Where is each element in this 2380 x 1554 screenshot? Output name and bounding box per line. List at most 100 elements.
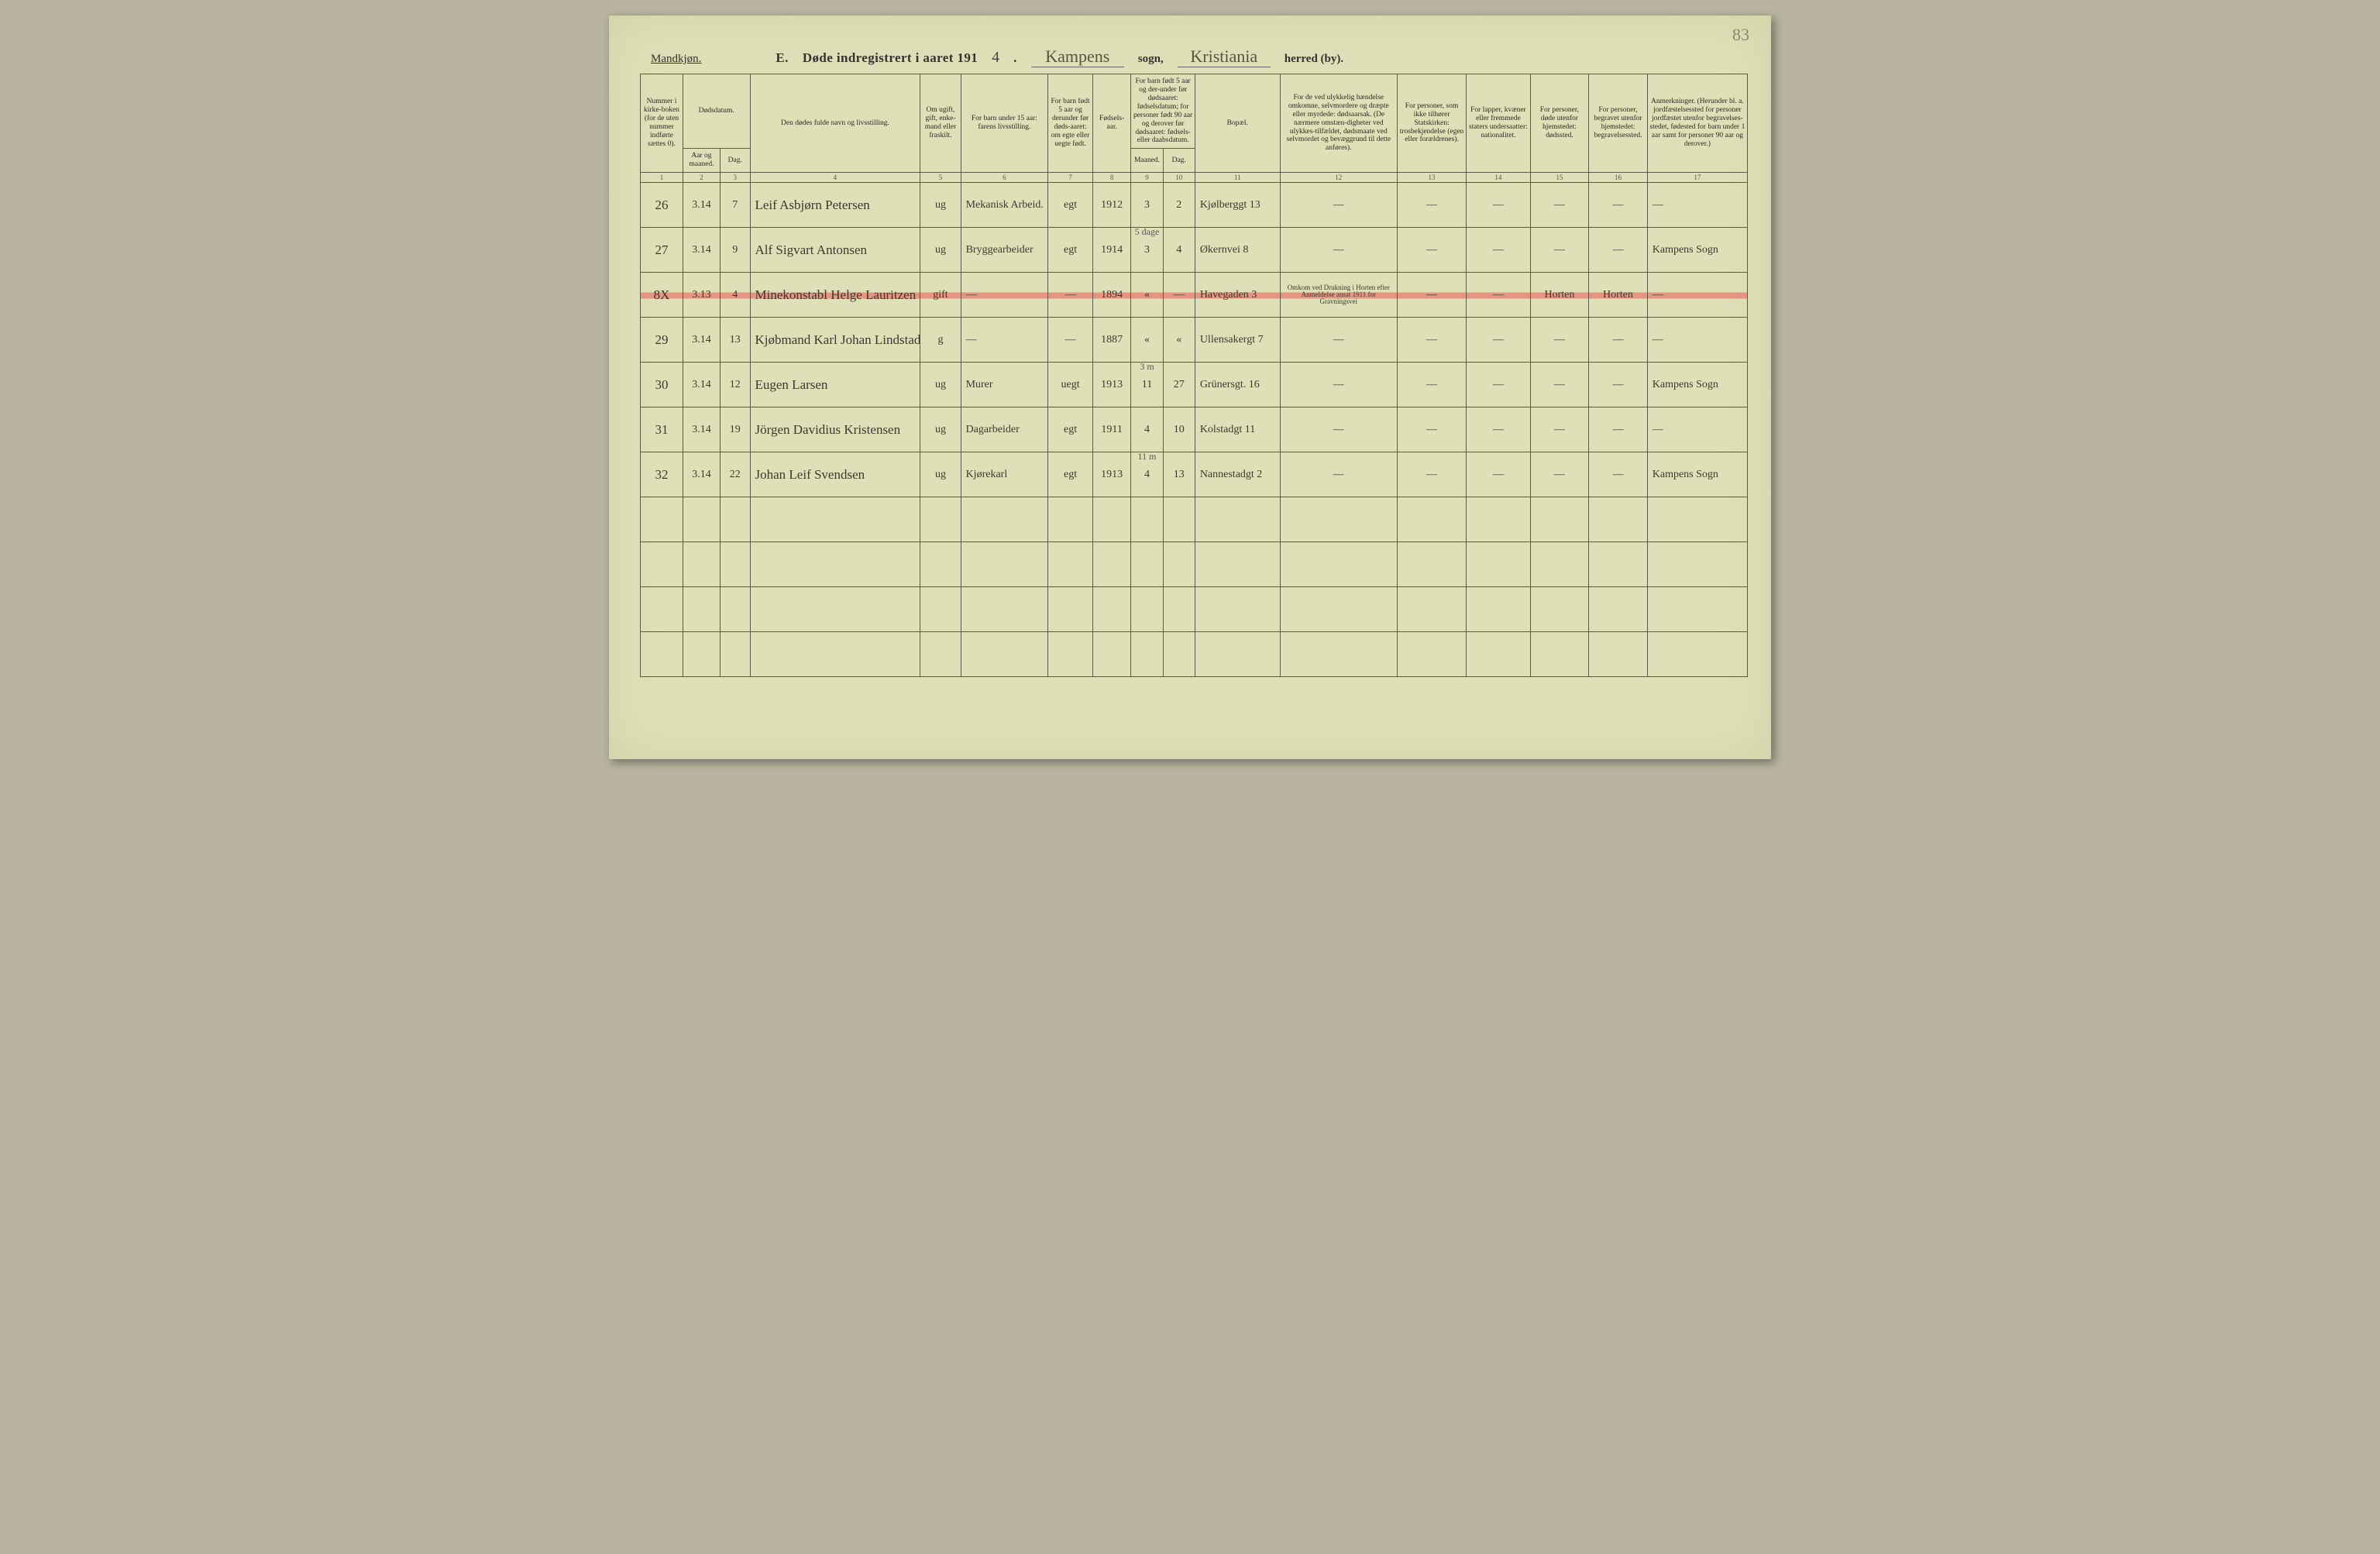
empty-cell [961,497,1048,542]
empty-cell [1397,542,1466,587]
birth-day: « [1163,318,1195,363]
entry-number: 26× [641,183,683,228]
empty-cell [1131,542,1163,587]
empty-cell [1163,632,1195,677]
entry-number: 31× [641,407,683,452]
col-header: For barn født 5 aar og derunder før døds… [1048,74,1093,173]
empty-cell [1589,587,1648,632]
death-year-month: 3.14 [683,183,720,228]
column-number: 4 [750,173,920,183]
column-number: 12 [1280,173,1397,183]
birth-year: 1911 [1092,407,1130,452]
confession: — [1397,228,1466,273]
empty-cell [641,497,683,542]
empty-cell [1195,497,1280,542]
empty-cell [961,542,1048,587]
birth-year: 1913 [1092,363,1130,407]
empty-cell [1589,542,1648,587]
empty-cell [1530,587,1589,632]
birth-month: 3 [1131,183,1163,228]
name-occupation: Jörgen Davidius Kristensen [750,407,920,452]
remarks: Kampens Sogn [1647,452,1747,497]
nationality: — [1467,318,1530,363]
parish-script: Kampens [1031,46,1124,67]
nationality: — [1467,183,1530,228]
column-number: 16 [1589,173,1648,183]
birth-month: « [1131,273,1163,318]
column-number: 15 [1530,173,1589,183]
column-number: 3 [721,173,750,183]
name-occupation: Johan Leif Svendsen [750,452,920,497]
ledger-table: Nummer i kirke-boken (for de uten nummer… [640,74,1748,677]
residence: Ullensakergt 7 [1195,318,1280,363]
civil-status: g [920,318,961,363]
column-number: 14 [1467,173,1530,183]
nationality: — [1467,228,1530,273]
cause-of-death: — [1280,228,1397,273]
table-row: 8XO3.134Minekonstabl Helge Lauritzengift… [641,273,1748,318]
remarks: Kampens Sogn [1647,228,1747,273]
col-header: Dødsdatum. [683,74,750,149]
empty-cell [1195,542,1280,587]
col-header: Om ugift, gift, enke-mand eller fraskilt… [920,74,961,173]
remarks: Kampens Sogn [1647,363,1747,407]
empty-cell [920,542,961,587]
empty-cell [1647,497,1747,542]
death-day: 7 [721,183,750,228]
empty-cell [1163,587,1195,632]
column-number: 5 [920,173,961,183]
col-header: Bopæl. [1195,74,1280,173]
empty-cell [1092,632,1130,677]
civil-status: ug [920,228,961,273]
birth-day: — [1163,273,1195,318]
empty-cell [721,497,750,542]
title-prefix: E. [776,50,788,66]
empty-cell [1048,497,1093,542]
death-place: Horten [1530,273,1589,318]
birth-day: 13 [1163,452,1195,497]
column-number: 10 [1163,173,1195,183]
col-header: For personer, døde utenfor hjemstedet: d… [1530,74,1589,173]
empty-cell [683,542,720,587]
entry-number: 30× [641,363,683,407]
birth-day: 10 [1163,407,1195,452]
empty-cell [920,632,961,677]
empty-cell [750,587,920,632]
empty-cell [1467,632,1530,677]
column-number: 13 [1397,173,1466,183]
col-header: Anmerkninger. (Herunder bl. a. jordfæste… [1647,74,1747,173]
empty-cell [1397,497,1466,542]
empty-cell [1589,497,1648,542]
table-row: 31×3.1419Jörgen Davidius KristensenugDag… [641,407,1748,452]
cause-of-death: — [1280,407,1397,452]
name-occupation: Eugen Larsen [750,363,920,407]
name-occupation: Alf Sigvart Antonsen [750,228,920,273]
empty-cell [1467,497,1530,542]
table-row: 29×3.1413Kjøbmand Karl Johan Lindstadg——… [641,318,1748,363]
name-occupation: Kjøbmand Karl Johan Lindstad [750,318,920,363]
burial-place: — [1589,363,1648,407]
entry-number: 32× [641,452,683,497]
civil-status: gift [920,273,961,318]
confession: — [1397,273,1466,318]
empty-cell [1280,587,1397,632]
empty-cell [1397,587,1466,632]
empty-cell [1048,632,1093,677]
legitimacy: — [1048,318,1093,363]
death-year-month: 3.14 [683,228,720,273]
father-occupation: Murer [961,363,1048,407]
table-row: 27×3.149Alf Sigvart AntonsenugBryggearbe… [641,228,1748,273]
col-header: Fødsels-aar. [1092,74,1130,173]
empty-cell [641,587,683,632]
column-number: 8 [1092,173,1130,183]
cause-of-death: — [1280,363,1397,407]
legitimacy: — [1048,273,1093,318]
burial-place: — [1589,318,1648,363]
empty-cell [721,587,750,632]
column-number: 1 [641,173,683,183]
birth-month: 3 m11 [1131,363,1163,407]
empty-cell [1163,497,1195,542]
death-year-month: 3.14 [683,318,720,363]
empty-cell [1092,497,1130,542]
table-row-empty [641,497,1748,542]
